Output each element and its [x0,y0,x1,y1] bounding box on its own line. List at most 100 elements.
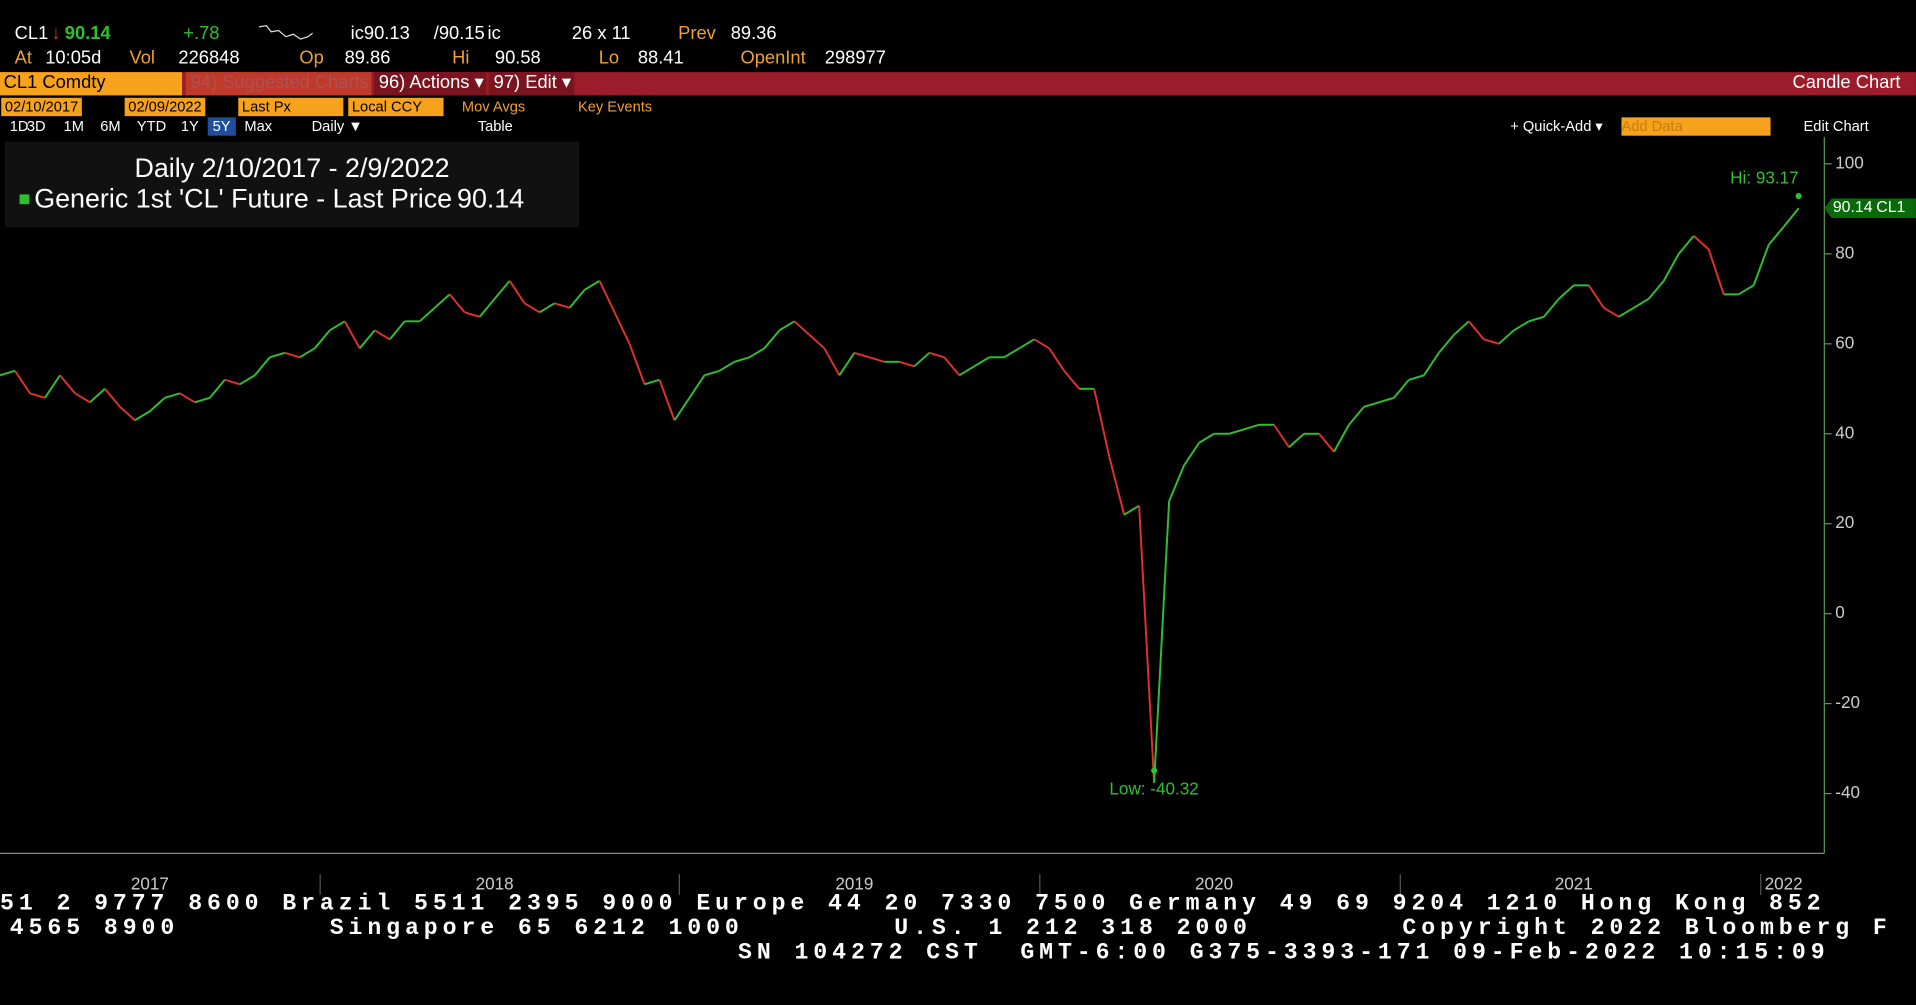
price-segment [1363,401,1380,408]
price-segment [613,311,631,345]
edit-menu[interactable]: 97) Edit ▾ [488,72,575,96]
y-tick-label: 100 [1835,153,1864,172]
period-button[interactable]: 1D [9,117,29,135]
price-segment [973,356,990,368]
y-tick-label: 0 [1835,603,1845,622]
vol-label: Vol [129,47,156,69]
prev: 89.36 [730,23,777,45]
price-segment [343,320,361,349]
security[interactable]: CL1 Comdty [0,72,183,96]
start-date[interactable]: 02/10/2017 [1,97,82,117]
currency[interactable]: Local CCY [348,97,444,117]
last-price-label: 90.14 CL1 [1833,199,1906,216]
period-button[interactable]: 3D [26,117,46,135]
y-tick-label: -20 [1835,693,1860,712]
footer-line: 4565 8900 Singapore 65 6212 1000 U.S. 1 … [9,914,1892,942]
price-segment [1093,388,1111,457]
price-segment [239,374,256,386]
x-tick-label: 2018 [476,875,514,894]
frequency[interactable]: Daily ▼ [311,117,363,135]
footer-line: 51 2 9777 8600 Brazil 5511 2395 9000 Eur… [0,890,1826,917]
ticker: CL1 [14,23,49,45]
price-segment [1438,334,1455,354]
price-segment [1498,329,1515,345]
price-segment [943,356,961,376]
price-segment [14,370,31,394]
price-segment [149,397,166,413]
at-label: At [14,47,32,69]
period-button[interactable]: 1Y [180,117,199,135]
prev-label: Prev [678,23,716,45]
price-segment [554,302,570,309]
size: 26 x 11 [571,23,631,45]
price-segment [448,293,466,313]
period-button[interactable]: 6M [100,117,121,135]
price-segment [734,356,750,363]
year-separators [319,874,1762,895]
table-button[interactable]: Table [477,117,513,135]
price-segment [838,352,856,376]
price-segment [209,379,226,399]
period-button[interactable]: 5Y [207,117,236,136]
price-segment [0,369,16,377]
price-segment [823,347,841,376]
price-segment [718,360,735,372]
price-segment [1603,306,1620,318]
price-segment [74,392,91,404]
high-annotation: Hi: 93.17 [1730,168,1798,187]
price-segment [1048,347,1066,372]
x-tick-label: 2022 [1765,875,1803,894]
quick-add[interactable]: + Quick-Add ▾ [1510,117,1603,135]
price-segment [1243,423,1260,431]
price-segment [419,307,436,323]
x-tick-label: 2017 [131,875,169,894]
low-annotation: Low: -40.32 [1109,780,1198,799]
end-date[interactable]: 02/09/2022 [124,97,206,117]
price-segment [913,352,930,368]
price-segment [1198,432,1215,444]
price-segment [1333,424,1350,453]
period-button[interactable]: 1M [63,117,84,135]
y-tick-label: -40 [1835,783,1860,802]
price-segment [1647,280,1665,300]
field[interactable]: Last Px [238,97,344,117]
suggested-charts[interactable]: 94) Suggested Charts [185,72,372,96]
arrow: ↓ [51,23,61,45]
period-button[interactable]: Max [244,117,273,135]
price-segment [374,329,391,341]
last-price-tag [1824,198,1916,219]
price-segment [1767,226,1785,246]
price-segment [584,280,601,291]
price-segment [1348,406,1365,426]
price-segment [1228,428,1245,435]
edit-chart[interactable]: Edit Chart [1803,117,1869,135]
price-segment [688,374,706,399]
price-segment [358,329,376,349]
price-segment [284,351,301,359]
price-segment [1752,244,1770,286]
key-events[interactable]: Key Events [577,97,653,115]
add-data[interactable]: Add Data [1621,117,1771,136]
y-tick-label: 80 [1835,243,1854,262]
price-segment [1453,320,1470,336]
sparkline [259,25,313,40]
actions-menu[interactable]: 96) Actions ▾ [373,72,487,96]
price-segment [778,320,795,332]
price-segment [434,293,451,309]
period-button[interactable]: YTD [136,117,167,135]
price-segment [644,378,660,386]
price-segment [763,329,781,349]
mov-avgs[interactable]: Mov Avgs [461,97,526,115]
lo-label: Lo [598,47,620,69]
price-segment [1468,320,1485,340]
price-segment [1273,424,1290,448]
price-segment [1543,298,1560,318]
lo: 88.41 [637,47,684,69]
price-segment [1423,352,1440,376]
x-tick-label: 2020 [1195,875,1233,894]
last-price-ticker: CL1 [1876,199,1905,216]
price-segment [164,392,181,399]
price-segment [1408,374,1425,381]
price-segment [89,388,106,404]
price-segment [1288,433,1305,448]
